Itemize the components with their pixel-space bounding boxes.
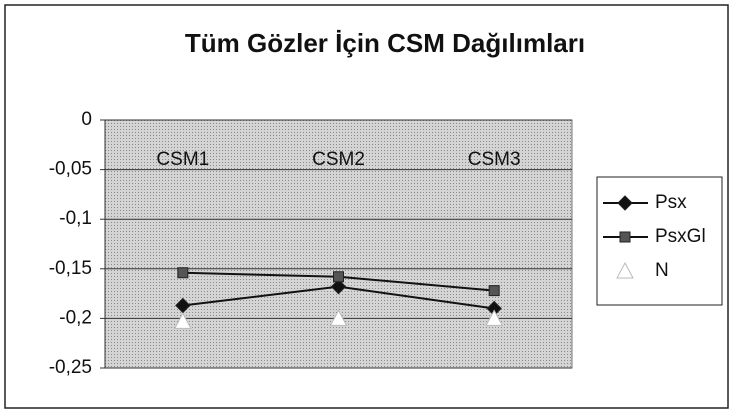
marker	[329, 309, 348, 326]
legend-label: Psx	[655, 192, 687, 213]
y-tick-label: -0,2	[59, 307, 92, 328]
marker	[485, 309, 504, 326]
marker	[173, 312, 192, 329]
marker	[330, 278, 347, 295]
marker	[488, 285, 500, 297]
y-tick-label: -0,05	[49, 159, 92, 180]
x-tick-label: CSM3	[468, 149, 521, 170]
legend-label: PsxGl	[655, 226, 706, 247]
marker	[177, 267, 189, 279]
chart-title: Tüm Gözler İçin CSM Dağılımları	[185, 28, 585, 58]
y-tick-label: 0	[81, 109, 92, 130]
legend-label: N	[655, 260, 669, 281]
marker	[616, 261, 634, 279]
x-tick-label: CSM2	[312, 149, 365, 170]
marker	[619, 231, 631, 243]
y-tick-label: -0,1	[59, 208, 92, 229]
marker	[617, 195, 633, 211]
y-tick-label: -0,15	[49, 258, 92, 279]
marker	[333, 271, 344, 283]
y-tick-label: -0,25	[49, 357, 92, 378]
x-tick-label: CSM1	[156, 149, 209, 170]
legend	[596, 176, 723, 306]
